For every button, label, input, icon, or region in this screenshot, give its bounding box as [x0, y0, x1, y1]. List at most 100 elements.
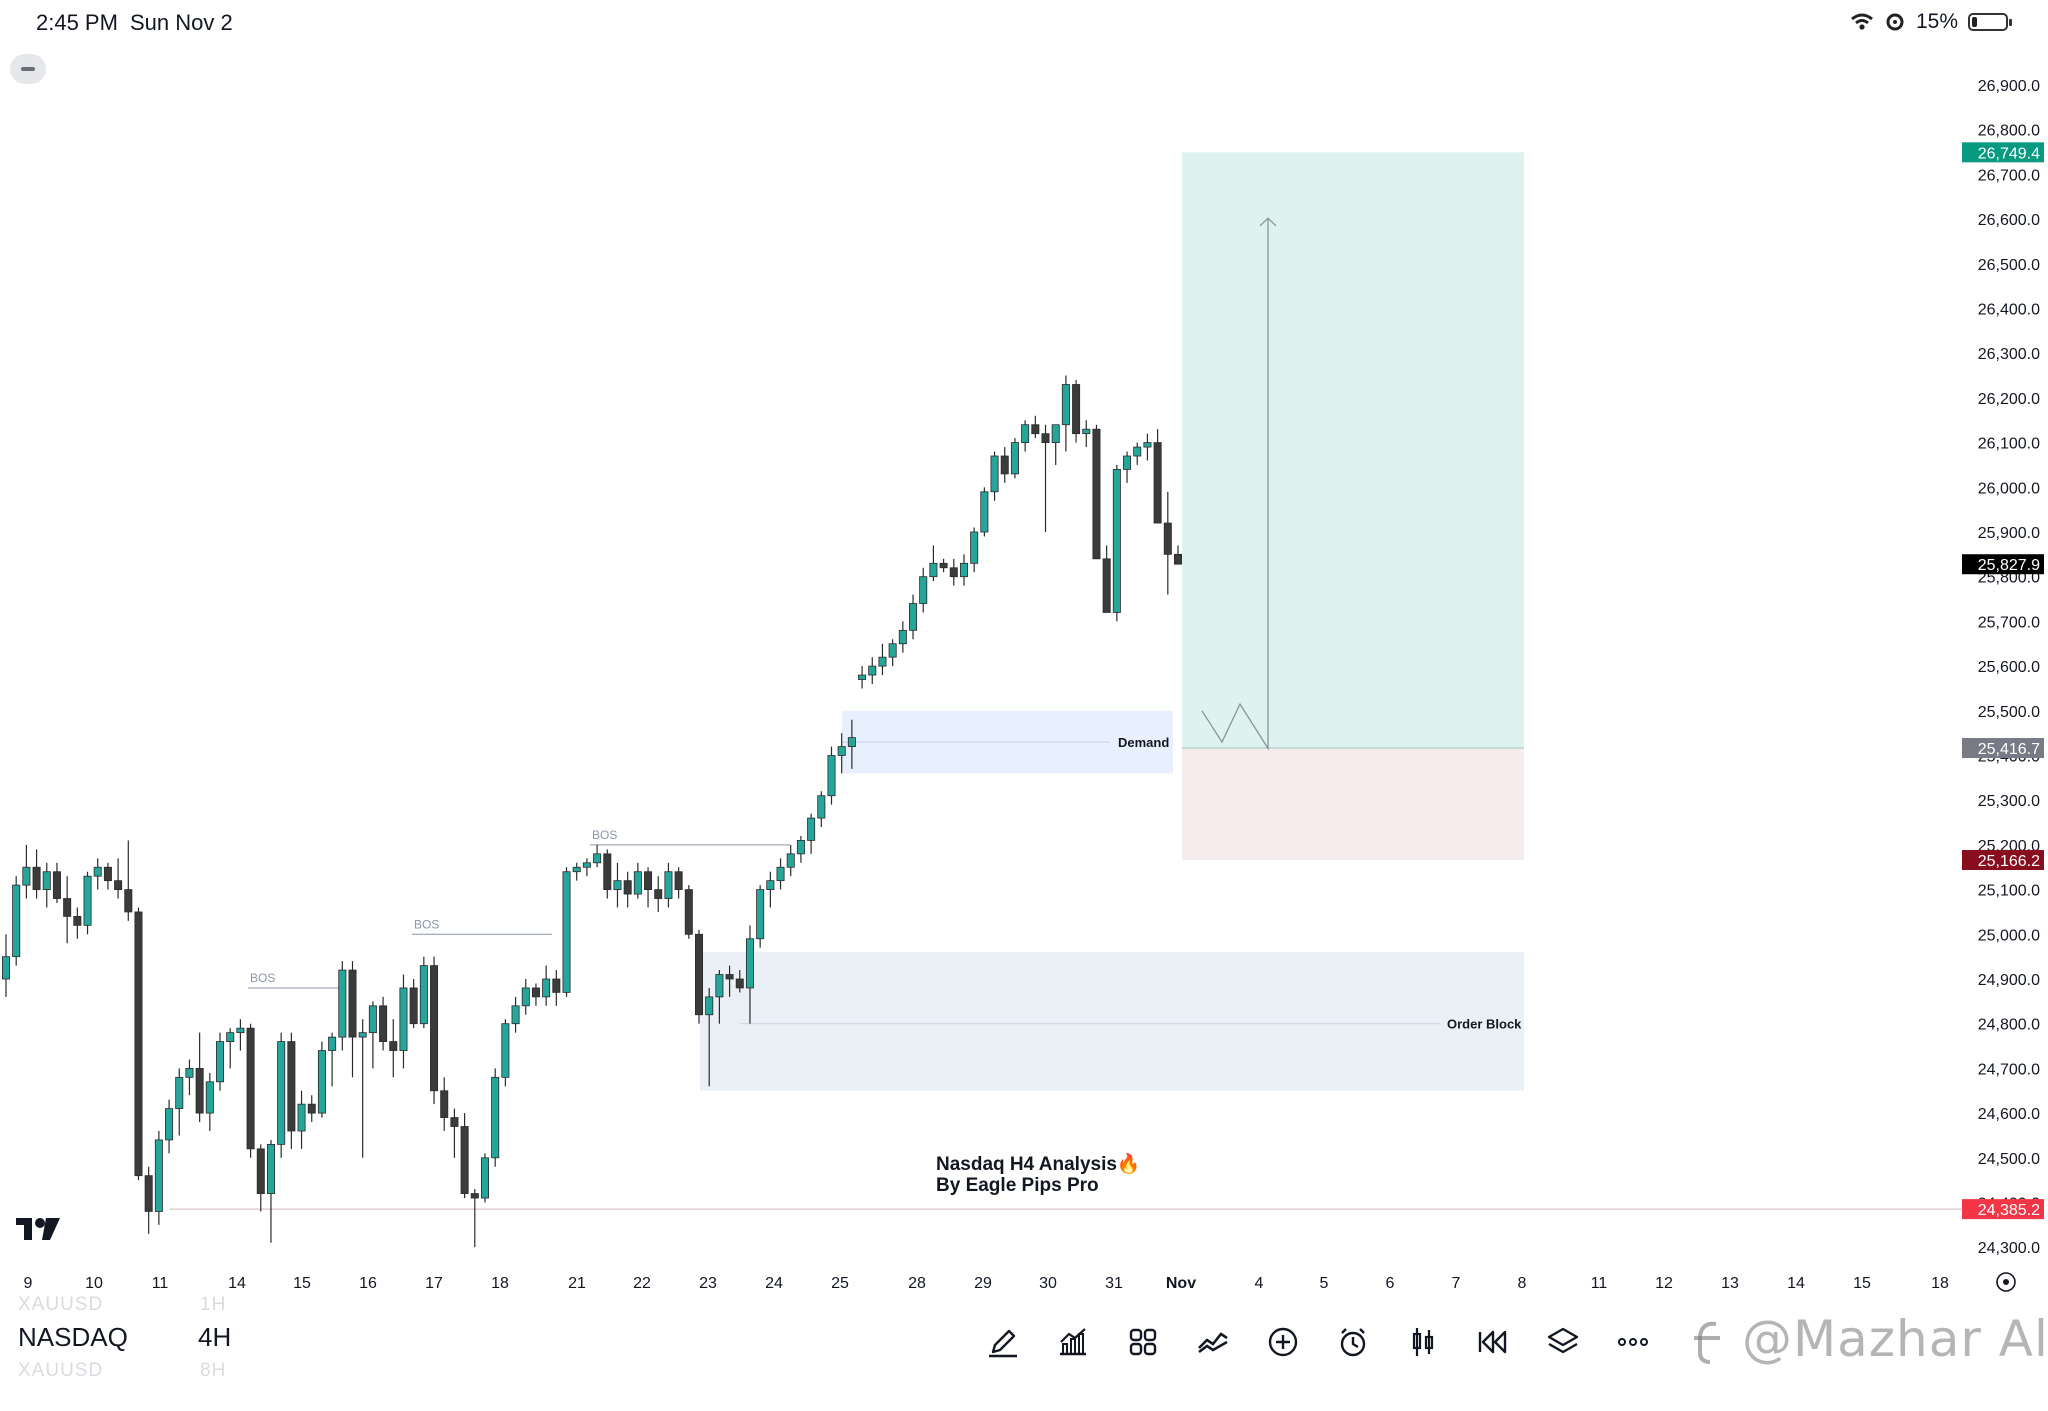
price-label: 25,416.7: [1962, 738, 2044, 759]
candle: [42, 862, 51, 908]
more-button[interactable]: [1612, 1321, 1654, 1363]
candle: [358, 1019, 367, 1158]
layers-button[interactable]: [1542, 1321, 1584, 1363]
x-tick-label: 29: [974, 1275, 992, 1292]
candle: [246, 1023, 255, 1158]
candle-body: [756, 889, 765, 940]
candle-body: [226, 1032, 235, 1042]
candle: [990, 451, 999, 501]
candle: [266, 1139, 275, 1243]
candle: [878, 643, 887, 676]
candle: [287, 1032, 296, 1149]
candle-body: [776, 866, 785, 882]
replay-button[interactable]: [1472, 1321, 1514, 1363]
tradingview-logo: [16, 1218, 60, 1240]
candle-body: [807, 817, 816, 841]
candle-body: [389, 1041, 398, 1051]
add-button[interactable]: [1262, 1321, 1304, 1363]
bottom-toolbar: [982, 1316, 1654, 1368]
price-label-bg: [1962, 142, 2044, 163]
candle: [52, 862, 61, 904]
timeframe-ghost-below[interactable]: 8H: [200, 1360, 227, 1381]
candle-body: [63, 898, 72, 917]
x-tick-label: 15: [293, 1275, 311, 1292]
y-tick-label: 26,300.0: [1978, 346, 2040, 363]
candle: [1051, 424, 1060, 465]
timeframe[interactable]: 4H: [198, 1322, 232, 1352]
candle: [491, 1068, 500, 1167]
x-tick-label: 14: [1787, 1275, 1805, 1292]
candle-body: [52, 871, 61, 899]
candle: [582, 858, 591, 877]
candle: [389, 1019, 398, 1078]
candlestick-chart[interactable]: Demand Order Block BOS BOS BOS Nasdaq H4 Anal…: [0, 0, 2048, 1296]
candle: [1123, 451, 1132, 483]
layouts-button[interactable]: [1122, 1321, 1164, 1363]
candle: [1031, 415, 1040, 439]
candle-body: [1102, 558, 1111, 613]
candle: [603, 849, 612, 899]
candle: [858, 666, 867, 689]
candle: [277, 1032, 286, 1158]
alert-button[interactable]: [1332, 1321, 1374, 1363]
x-tick-label: 22: [633, 1275, 651, 1292]
indicators-button[interactable]: [1052, 1321, 1094, 1363]
candle-body: [205, 1081, 214, 1114]
candle-body: [368, 1005, 377, 1034]
y-tick-label: 25,100.0: [1978, 883, 2040, 900]
price-label-text: 25,827.9: [1978, 557, 2040, 574]
symbol-ghost-below[interactable]: XAUUSD: [18, 1360, 104, 1381]
alert-icon: [1340, 1328, 1366, 1357]
symbol-ghost-above[interactable]: XAUUSD: [18, 1294, 104, 1315]
candle-body: [358, 1032, 367, 1038]
candle: [1072, 380, 1081, 443]
candle-body: [277, 1041, 286, 1145]
candle: [73, 907, 82, 939]
candle: [307, 1095, 316, 1123]
candle: [705, 987, 714, 1087]
candle-body: [1143, 442, 1152, 448]
collapse-button[interactable]: [10, 54, 46, 84]
candle-body: [266, 1143, 275, 1194]
timeframe-ghost-above[interactable]: 1H: [200, 1294, 227, 1315]
candle-body: [1072, 384, 1081, 435]
candle-body: [633, 871, 642, 895]
x-tick-label: Nov: [1166, 1275, 1196, 1292]
candle-body: [409, 987, 418, 1025]
candle-body: [715, 974, 724, 998]
candle: [165, 1099, 174, 1154]
candle-body: [766, 880, 775, 890]
candle: [154, 1130, 163, 1225]
y-tick-label: 26,800.0: [1978, 123, 2040, 140]
candle: [593, 844, 602, 868]
candle-body: [287, 1041, 296, 1132]
candle-body: [990, 455, 999, 493]
candle: [847, 719, 856, 769]
candle: [837, 733, 846, 774]
x-tick-label: 17: [425, 1275, 443, 1292]
candle-body: [888, 643, 897, 658]
x-tick-label: 11: [152, 1275, 169, 1292]
x-tick-label: 23: [699, 1275, 717, 1292]
pencil-button[interactable]: [982, 1321, 1024, 1363]
candle: [654, 876, 663, 912]
candle: [644, 867, 653, 908]
candle-body: [440, 1090, 449, 1118]
x-tick-label: 13: [1721, 1275, 1739, 1292]
candle-body: [919, 576, 928, 604]
candle: [205, 1072, 214, 1131]
symbol-name[interactable]: NASDAQ: [18, 1322, 128, 1352]
zone-stop: [1182, 748, 1524, 861]
candle-body: [705, 996, 714, 1016]
bars-style-button[interactable]: [1402, 1321, 1444, 1363]
candle: [1041, 424, 1050, 532]
candle-body: [165, 1108, 174, 1141]
candle: [256, 1144, 265, 1212]
candle-body: [531, 987, 540, 998]
candle-body: [817, 795, 826, 819]
candle-body: [246, 1027, 255, 1150]
x-tick-label: 16: [359, 1275, 377, 1292]
candle: [32, 849, 41, 899]
candle-body: [134, 911, 143, 1177]
drawings-button[interactable]: [1192, 1321, 1234, 1363]
